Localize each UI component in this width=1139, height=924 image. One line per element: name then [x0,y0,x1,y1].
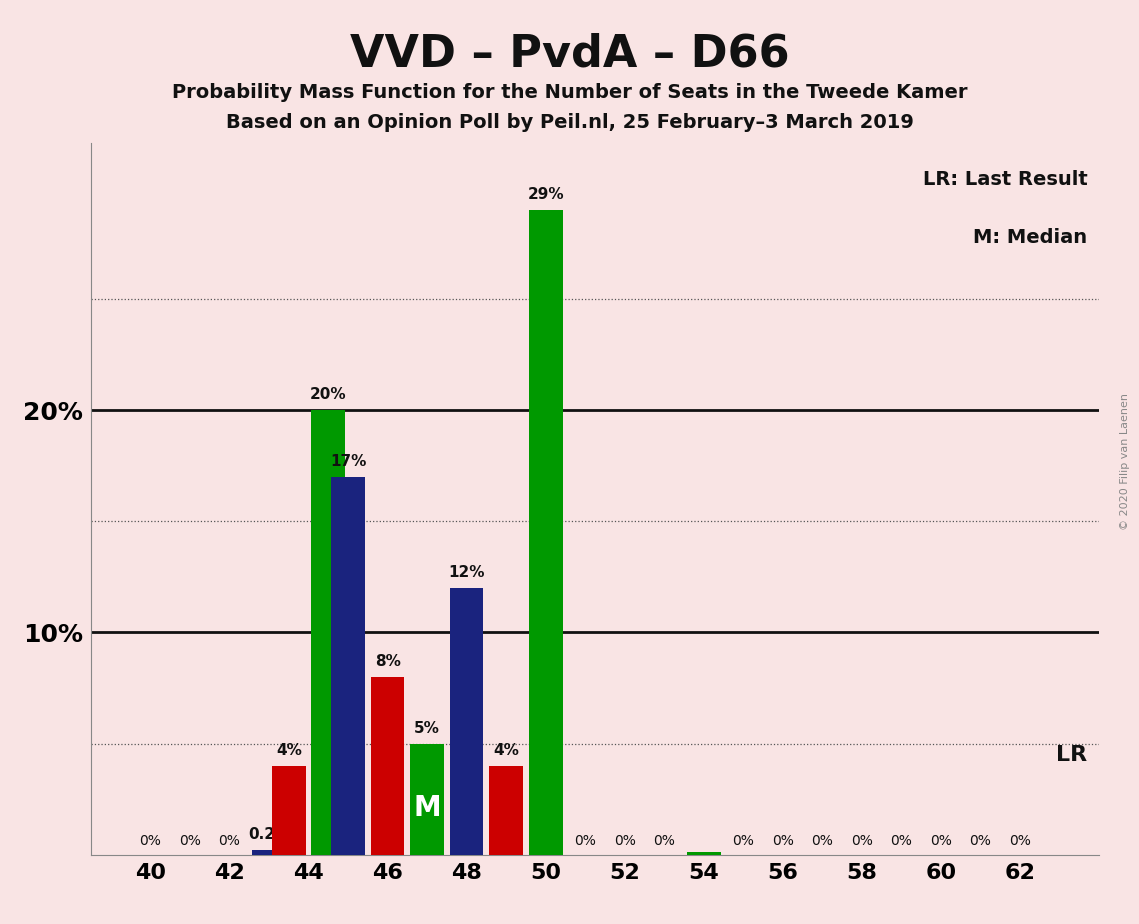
Text: 0%: 0% [654,834,675,848]
Text: 4%: 4% [493,743,519,758]
Text: 5%: 5% [415,721,440,736]
Bar [528,210,563,855]
Text: M: Median: M: Median [973,227,1088,247]
Bar [410,744,444,855]
Text: Probability Mass Function for the Number of Seats in the Tweede Kamer: Probability Mass Function for the Number… [172,83,967,103]
Text: 12%: 12% [449,565,485,580]
Text: 20%: 20% [310,387,346,402]
Text: M: M [413,794,441,822]
Text: 17%: 17% [330,454,367,469]
Text: 0%: 0% [614,834,636,848]
Text: © 2020 Filip van Laenen: © 2020 Filip van Laenen [1121,394,1130,530]
Text: 0%: 0% [891,834,912,848]
Text: 0%: 0% [139,834,162,848]
Text: LR: Last Result: LR: Last Result [923,170,1088,188]
Text: VVD – PvdA – D66: VVD – PvdA – D66 [350,32,789,76]
Bar [687,853,721,855]
Text: 0%: 0% [179,834,200,848]
Text: 0%: 0% [969,834,991,848]
Text: Based on an Opinion Poll by Peil.nl, 25 February–3 March 2019: Based on an Opinion Poll by Peil.nl, 25 … [226,113,913,132]
Bar [311,410,345,855]
Text: 0%: 0% [931,834,952,848]
Text: 0%: 0% [772,834,794,848]
Text: 0%: 0% [851,834,872,848]
Text: LR: LR [1056,745,1088,765]
Text: 0%: 0% [219,834,240,848]
Text: 0%: 0% [574,834,596,848]
Bar [272,766,305,855]
Text: 4%: 4% [276,743,302,758]
Text: 29%: 29% [527,188,564,202]
Bar [371,676,404,855]
Text: 0%: 0% [1009,834,1031,848]
Bar [331,477,364,855]
Text: 8%: 8% [375,654,401,669]
Text: 0%: 0% [811,834,834,848]
Bar [490,766,523,855]
Text: 0.2%: 0.2% [248,828,290,843]
Text: 0%: 0% [732,834,754,848]
Bar [450,588,483,855]
Bar [252,850,286,855]
